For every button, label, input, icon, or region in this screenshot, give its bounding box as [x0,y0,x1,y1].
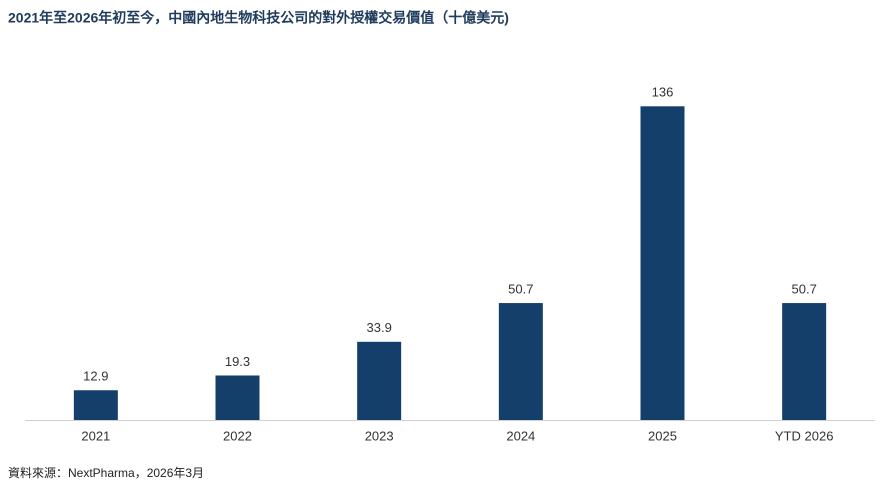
value-label: 12.9 [83,369,108,384]
bar [498,303,543,420]
bar [357,341,402,420]
x-tick-label: 2023 [365,428,394,443]
bar [73,390,118,420]
value-label: 50.7 [508,281,533,296]
value-label: 19.3 [225,354,250,369]
x-tick-label: 2021 [81,428,110,443]
value-label: 33.9 [367,320,392,335]
bar [215,375,260,420]
bar [640,106,685,420]
bar [782,303,827,420]
x-tick-label: YTD 2026 [775,428,834,443]
source-note: 資料來源：NextPharma，2026年3月 [8,466,204,480]
value-label: 136 [652,85,674,100]
x-tick-label: 2025 [648,428,677,443]
x-tick-label: 2024 [506,428,535,443]
chart-title: 2021年至2026年初至今，中國內地生物科技公司的對外授權交易價值（十億美元) [8,10,509,26]
value-label: 50.7 [792,281,817,296]
x-tick-label: 2022 [223,428,252,443]
